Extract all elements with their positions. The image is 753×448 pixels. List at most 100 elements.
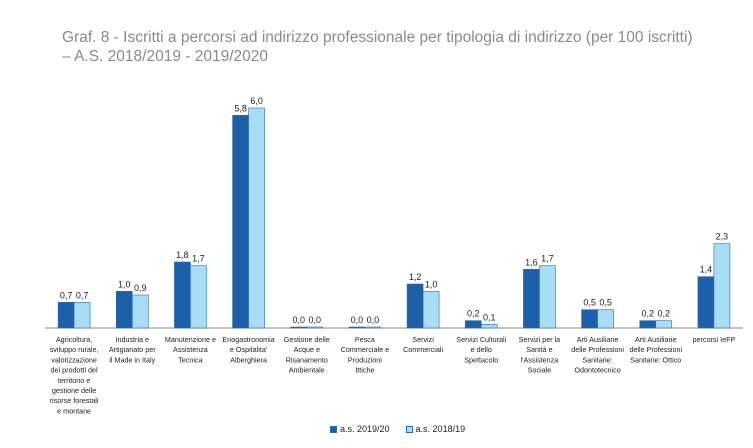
category-label-line: Agricoltura, (56, 335, 92, 344)
data-label-series-1-8: 0,2 (467, 309, 480, 319)
category-label-8: Servizi Culturali e dello Spettacolo (456, 335, 506, 364)
category-label-line: delle Professioni (629, 345, 682, 354)
bar-series-2-10 (597, 309, 614, 329)
bar-series-2-5 (306, 326, 324, 329)
category-label-line: Arti Ausiliarie (635, 335, 677, 344)
chart-legend: a.s. 2019/20 a.s. 2018/19 (330, 424, 481, 434)
data-label-series-1-9: 1,6 (525, 257, 538, 267)
bar-series-1-4 (232, 115, 249, 329)
category-label-line: Tecnica (178, 355, 202, 364)
category-label-5: Gestione delle Acque e Risanamento Ambienta… (284, 335, 330, 375)
category-label-9: Servizi per la Sanità e l'Assistenza Social… (519, 335, 561, 375)
category-label-line: valorizzazione (51, 355, 97, 364)
legend-item-series-1: a.s. 2019/20 (330, 424, 390, 434)
category-label-line: gestione delle (52, 386, 96, 395)
category-label-10: Arti Ausiliarie delle Professioni Sanitari… (571, 335, 624, 375)
data-label-series-1-2: 1,0 (118, 279, 131, 289)
category-label-line: Servizi Culturali (456, 335, 506, 344)
category-label-1: Agricoltura, sviluppo rurale, valorizzazio… (50, 335, 99, 415)
data-label-series-1-3: 1,8 (176, 250, 189, 260)
bar-series-1-10 (581, 309, 598, 329)
bar-series-1-1 (57, 302, 75, 329)
category-label-line: Commerciale e (341, 345, 389, 354)
data-label-series-2-12: 2,3 (716, 232, 729, 242)
category-label-line: sviluppo rurale, (50, 345, 99, 354)
bar-series-2-6 (364, 326, 382, 329)
bar-series-2-9 (539, 265, 556, 329)
data-label-series-2-10: 0,5 (599, 298, 612, 308)
bar-series-2-1 (73, 302, 91, 329)
data-label-series-1-1: 0,7 (60, 290, 73, 300)
data-label-series-2-9: 1,7 (541, 254, 554, 264)
category-label-2: Industria e Artigianato per il Made in Ita… (109, 335, 156, 364)
data-label-series-1-6: 0,0 (351, 315, 364, 325)
category-label-line: territorio e (58, 376, 90, 385)
data-label-series-2-3: 1,7 (192, 254, 205, 264)
category-label-line: Sanità e (526, 345, 552, 354)
bar-series-1-7 (406, 283, 424, 329)
category-label-4: Enogastronomia e Ospitalita' Alberghiera (222, 335, 274, 364)
category-label-line: Acque e (294, 345, 320, 354)
bar-series-1-6 (348, 326, 366, 329)
legend-swatch-series-1 (330, 425, 337, 433)
category-label-line: il Made in Italy (109, 355, 155, 364)
data-label-series-1-11: 0,2 (641, 309, 654, 319)
category-label-line: e Ospitalita' (230, 345, 268, 354)
chart-title: Graf. 8 - Iscritti a percorsi ad indiriz… (62, 29, 693, 65)
bar-series-2-12 (713, 243, 731, 329)
category-label-line: risorse forestali (50, 396, 99, 405)
bar-series-1-3 (174, 261, 191, 329)
bar-series-2-7 (422, 291, 440, 329)
data-label-series-2-5: 0,0 (308, 315, 321, 325)
category-label-line: Servizi per la (519, 335, 561, 344)
bar-series-2-4 (248, 107, 265, 329)
category-label-line: l'Assistenza (521, 355, 559, 364)
bar-series-2-11 (655, 320, 673, 329)
category-label-line: Artigianato per (109, 345, 156, 354)
category-label-6: Pesca Commerciale e Produzioni Ittiche (341, 335, 389, 375)
data-label-series-2-6: 0,0 (367, 315, 380, 325)
category-label-line: Sanitarie: Ottico (630, 355, 681, 364)
category-label-line: Industria e (115, 335, 149, 344)
bar-series-1-12 (697, 276, 715, 329)
category-label-line: Produzioni (348, 355, 382, 364)
category-label-line: dei prodotti del (51, 366, 99, 375)
legend-label-series-2: a.s. 2018/19 (415, 424, 466, 434)
category-label-line: Risanamento (286, 355, 328, 364)
category-label-line: Gestione delle (284, 335, 330, 344)
bar-series-2-2 (131, 294, 149, 329)
bar-series-2-3 (190, 265, 207, 329)
category-label-line: Manutenzione e (165, 335, 216, 344)
category-label-line: Odontotecnico (574, 366, 620, 375)
bar-series-1-2 (115, 291, 133, 329)
category-label-line: Arti Ausiliarie (577, 335, 619, 344)
data-label-series-2-4: 6,0 (250, 96, 263, 106)
data-label-series-2-8: 0,1 (483, 312, 496, 322)
data-label-series-1-4: 5,8 (234, 103, 247, 113)
category-label-line: Sanitarie: (582, 355, 612, 364)
category-label-line: Servizi (412, 335, 434, 344)
legend-label-series-1: a.s. 2019/20 (340, 424, 390, 434)
bar-series-1-11 (639, 320, 657, 329)
category-label-line: Commerciali (403, 345, 443, 354)
category-label-line: e montane (57, 406, 91, 415)
category-label-7: Servizi Commerciali (403, 335, 443, 354)
bar-series-1-8 (464, 320, 482, 329)
data-label-series-2-11: 0,2 (657, 309, 670, 319)
legend-swatch-series-2 (405, 425, 413, 433)
category-label-11: Arti Ausiliarie delle Professioni Sanitari… (629, 335, 682, 364)
category-label-line: Ambientale (289, 366, 325, 375)
data-label-series-1-12: 1,4 (700, 265, 713, 275)
data-label-series-1-10: 0,5 (583, 298, 596, 308)
data-label-series-2-2: 0,9 (134, 283, 147, 293)
category-label-line: Sociale (528, 366, 552, 375)
category-label-12: percorsi IeFP (693, 335, 736, 344)
bar-series-1-5 (290, 326, 308, 329)
data-label-series-2-1: 0,7 (76, 290, 89, 300)
data-label-series-1-7: 1,2 (409, 272, 422, 282)
category-label-line: Spettacolo (464, 355, 498, 364)
category-label-line: Ittiche (355, 366, 374, 375)
bar-series-2-8 (480, 324, 498, 329)
category-label-3: Manutenzione e Assistenza Tecnica (165, 335, 216, 364)
